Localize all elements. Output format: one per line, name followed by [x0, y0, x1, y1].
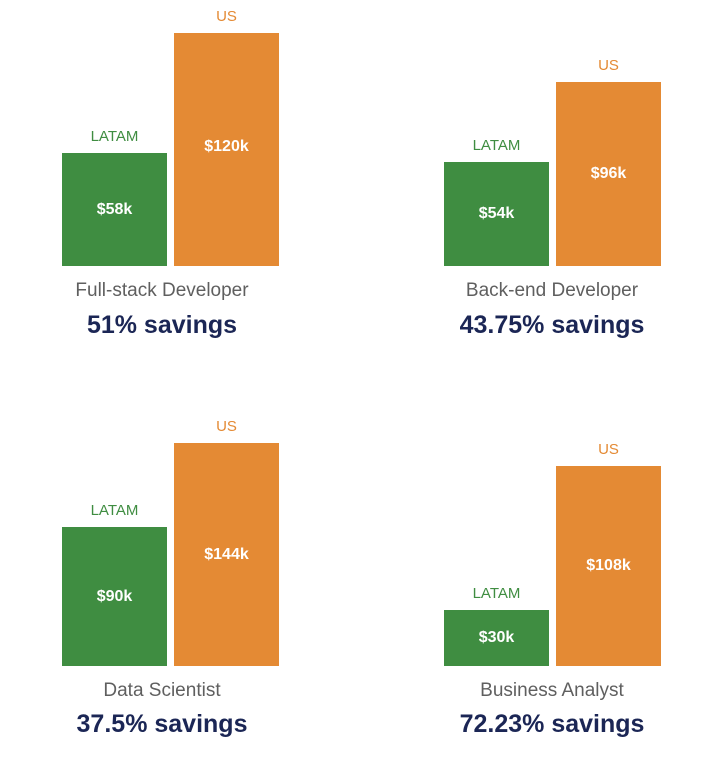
bar-value-label: $120k: [204, 138, 249, 155]
savings-label: 43.75% savings: [459, 311, 645, 339]
savings-label: 37.5% savings: [76, 710, 248, 738]
role-title: Business Analyst: [480, 680, 624, 701]
savings-label: 72.23% savings: [459, 710, 645, 738]
role-title: Data Scientist: [103, 680, 221, 701]
bar-us: $108k: [556, 466, 661, 666]
category-label-latam: LATAM: [472, 585, 521, 602]
category-label-us: US: [216, 418, 237, 435]
category-label-latam: LATAM: [90, 502, 139, 519]
bar-latam: $58k: [62, 153, 167, 266]
role-title: Back-end Developer: [465, 280, 639, 301]
bar-value-label: $30k: [478, 629, 515, 646]
bar-latam: $90k: [62, 527, 167, 666]
bar-value-label: $58k: [96, 200, 133, 218]
category-label-us: US: [216, 8, 237, 25]
bar-value-label: $90k: [96, 587, 133, 605]
role-title: Full-stack Developer: [75, 280, 249, 301]
bar-value-label: $54k: [478, 205, 515, 222]
bar-latam: $30k: [444, 610, 549, 666]
category-label-latam: LATAM: [472, 137, 521, 154]
savings-label: 51% savings: [86, 311, 238, 339]
bar-us: $120k: [174, 33, 279, 266]
category-label-latam: LATAM: [90, 128, 139, 145]
category-label-us: US: [598, 441, 619, 458]
bar-us: $144k: [174, 443, 279, 666]
bar-latam: $54k: [444, 162, 549, 266]
bar-value-label: $96k: [590, 165, 627, 182]
bar-value-label: $144k: [204, 545, 249, 563]
category-label-us: US: [598, 57, 619, 74]
bar-value-label: $108k: [586, 557, 631, 574]
bar-us: $96k: [556, 82, 661, 266]
